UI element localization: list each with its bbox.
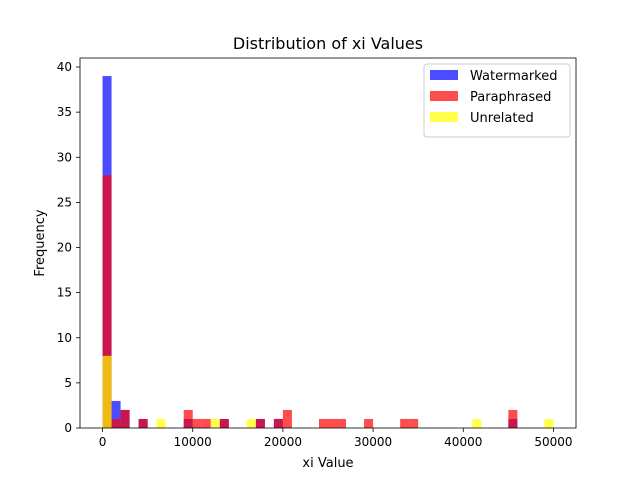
x-tick-label: 40000 [444,435,482,449]
plot-frame [79,57,577,429]
histogram-bar [120,409,130,428]
y-axis-label: Frequency [33,209,48,276]
series-paraphrased [102,175,518,428]
x-tick-label: 20000 [264,435,302,449]
histogram-bar [138,418,148,428]
histogram-bar [409,418,419,428]
x-axis-label: xi Value [302,456,353,471]
histogram-bar [111,400,121,428]
histogram-bar [364,418,374,428]
histogram-bar [183,409,193,428]
histogram-bar [273,418,283,428]
y-tick-label: 35 [57,105,72,119]
legend-swatch [430,91,458,101]
histogram-bar [508,409,518,428]
y-tick-label: 20 [57,241,72,255]
histogram-bar [318,418,328,428]
histogram-bar [328,418,338,428]
legend-label: Unrelated [470,111,534,126]
x-tick-label: 0 [99,435,107,449]
legend: Watermarked Paraphrased Unrelated [423,63,571,138]
chart-title: Distribution of xi Values [233,34,423,53]
series-unrelated [102,355,554,428]
y-tick-label: 5 [64,376,72,390]
histogram-bar [219,418,229,428]
bars-layer [102,76,554,429]
legend-box [423,63,571,138]
y-tick-label: 30 [57,150,72,164]
y-tick-label: 25 [57,195,72,209]
legend-swatch [430,70,458,80]
histogram-bar [472,418,482,428]
x-tick-label: 50000 [534,435,572,449]
axes-layer: 0 10000 20000 30000 40000 50000 0 5 10 15 20 25 30 35… [57,57,577,449]
legend-label: Watermarked [470,69,558,84]
x-tick-label: 10000 [174,435,212,449]
y-tick-label: 10 [57,331,72,345]
histogram-bar [156,418,166,428]
legend-label: Paraphrased [470,90,551,105]
histogram-bar [201,418,211,428]
histogram-bar [544,418,554,428]
legend-swatch [430,112,458,122]
y-tick-label: 15 [57,286,72,300]
histogram-bar [337,418,347,428]
y-tick-label: 0 [64,421,72,435]
histogram-bar [210,418,220,428]
x-tick-label: 30000 [354,435,392,449]
y-tick-label: 40 [57,60,72,74]
histogram-bar [246,418,256,428]
histogram-bar [400,418,410,428]
histogram-bar [255,418,265,428]
histogram-bar [282,409,292,428]
histogram-bar [102,175,112,428]
histogram-bar [102,355,112,428]
histogram-bar [192,418,202,428]
histogram-bar [111,418,121,428]
